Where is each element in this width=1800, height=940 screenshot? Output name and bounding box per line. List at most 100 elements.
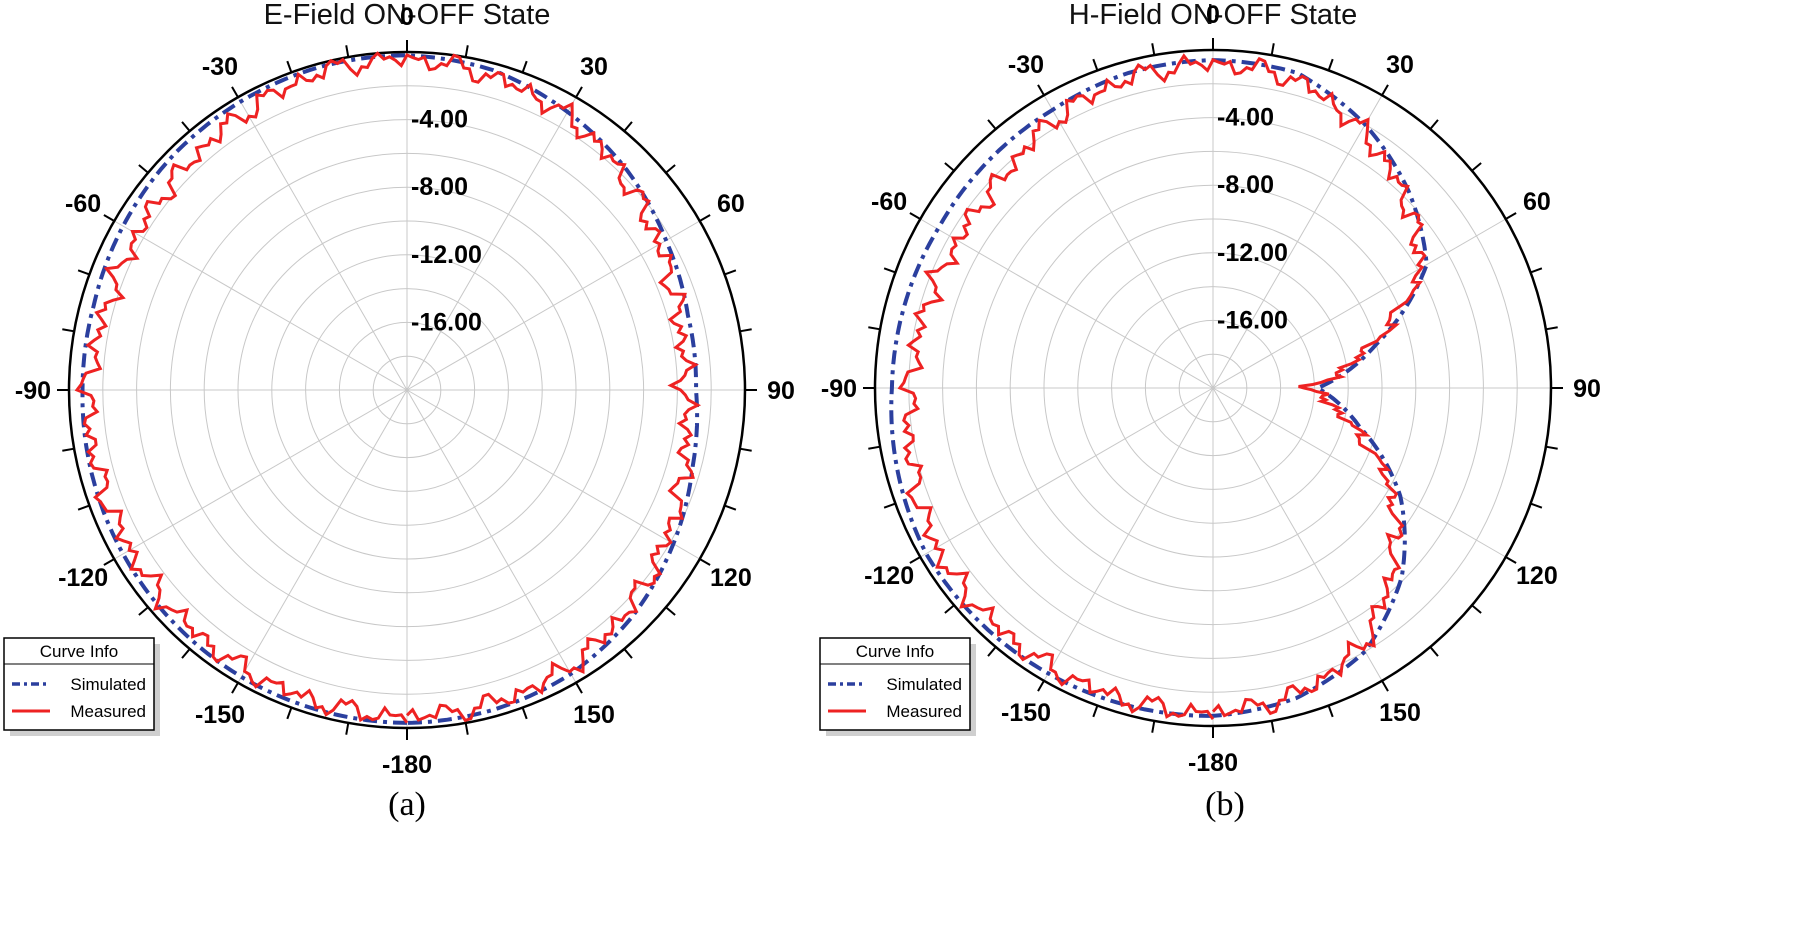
angle-tick (138, 606, 149, 616)
grid-spoke (114, 220, 408, 391)
grid-spoke (406, 389, 577, 683)
angle-tick (623, 648, 633, 659)
angle-tick (868, 326, 881, 331)
angle-label: 150 (573, 701, 615, 729)
angle-label: -60 (871, 188, 907, 216)
angle-label: 120 (710, 564, 752, 592)
angle-label: 30 (1386, 51, 1414, 79)
angle-tick (345, 722, 350, 735)
radial-tick-label: -12.00 (1217, 239, 1288, 267)
angle-tick (464, 45, 469, 58)
grid-spoke (920, 387, 1214, 558)
angle-label: 150 (1379, 699, 1421, 727)
angle-tick (575, 86, 583, 98)
legend-label-measured: Measured (70, 702, 146, 721)
series-simulated (80, 53, 700, 725)
angle-tick (987, 646, 997, 657)
radial-tick-label: -8.00 (1217, 171, 1274, 199)
legend: Curve Info Simulated Measured (819, 637, 976, 736)
angle-tick (944, 604, 955, 614)
angle-tick (1471, 604, 1482, 614)
legend-title: Curve Info (40, 642, 118, 661)
angle-label: 60 (717, 190, 745, 218)
angle-label: 0 (400, 3, 414, 31)
panel-caption: (b) (1205, 786, 1245, 823)
angle-tick (1270, 720, 1275, 733)
angle-label: -180 (1188, 749, 1238, 777)
angle-label: -120 (864, 562, 914, 590)
grid-spoke (406, 389, 700, 560)
grid-spoke (920, 218, 1214, 389)
angle-tick (623, 121, 633, 132)
angle-tick (1327, 705, 1334, 718)
radial-tick-label: -16.00 (1217, 306, 1288, 334)
angle-tick (1092, 705, 1099, 718)
angle-tick (1429, 646, 1439, 657)
angle-tick (231, 86, 239, 98)
chart-title: E-Field ON-OFF State (264, 0, 551, 31)
angle-tick (103, 558, 115, 566)
angle-tick (1151, 720, 1156, 733)
angle-tick (521, 60, 528, 73)
radial-tick-label: -4.00 (411, 106, 468, 134)
grid-spoke (1212, 387, 1383, 681)
angle-tick (987, 119, 997, 130)
angle-tick (883, 267, 896, 274)
angle-tick (231, 682, 239, 694)
angle-tick (286, 60, 293, 73)
angle-tick (944, 162, 955, 172)
angle-label: -180 (382, 751, 432, 779)
angle-label: -30 (1008, 51, 1044, 79)
angle-tick (77, 504, 90, 511)
grid-spoke (1212, 218, 1506, 389)
angle-tick (1092, 58, 1099, 71)
angle-tick (883, 502, 896, 509)
angle-label: -90 (821, 375, 857, 403)
angle-label: 90 (1573, 375, 1601, 403)
angle-tick (286, 707, 293, 720)
angle-label: -150 (195, 701, 245, 729)
angle-tick (1381, 84, 1389, 96)
legend-box (819, 637, 971, 731)
angle-tick (1530, 267, 1543, 274)
grid-spoke (114, 389, 408, 560)
angle-tick (345, 45, 350, 58)
legend: Curve Info Simulated Measured (3, 637, 160, 736)
angle-tick (77, 269, 90, 276)
angle-tick (1530, 502, 1543, 509)
grid-spoke (237, 97, 408, 391)
legend-label-measured: Measured (886, 702, 962, 721)
angle-label: -90 (15, 377, 51, 405)
angle-tick (699, 558, 711, 566)
angle-label: -120 (58, 564, 108, 592)
angle-label: 90 (767, 377, 795, 405)
angle-tick (739, 447, 752, 452)
angle-tick (62, 328, 75, 333)
grid-spoke (1043, 95, 1214, 389)
angle-label: -30 (202, 53, 238, 81)
angle-label: -150 (1001, 699, 1051, 727)
angle-tick (181, 121, 191, 132)
grid-spoke (406, 220, 700, 391)
angle-tick (1471, 162, 1482, 172)
legend-title: Curve Info (856, 642, 934, 661)
grid-spoke (1212, 387, 1506, 558)
angle-tick (138, 164, 149, 174)
radial-tick-label: -8.00 (411, 173, 468, 201)
legend-label-simulated: Simulated (70, 675, 146, 694)
angle-tick (575, 682, 583, 694)
angle-tick (1327, 58, 1334, 71)
angle-label: -60 (65, 190, 101, 218)
grid-spoke (1212, 95, 1383, 389)
radial-tick-label: -12.00 (411, 241, 482, 269)
angle-tick (103, 214, 115, 222)
angle-tick (1270, 43, 1275, 56)
angle-tick (909, 212, 921, 220)
angle-tick (181, 648, 191, 659)
angle-label: 30 (580, 53, 608, 81)
angle-label: 0 (1206, 1, 1220, 29)
angle-tick (724, 269, 737, 276)
